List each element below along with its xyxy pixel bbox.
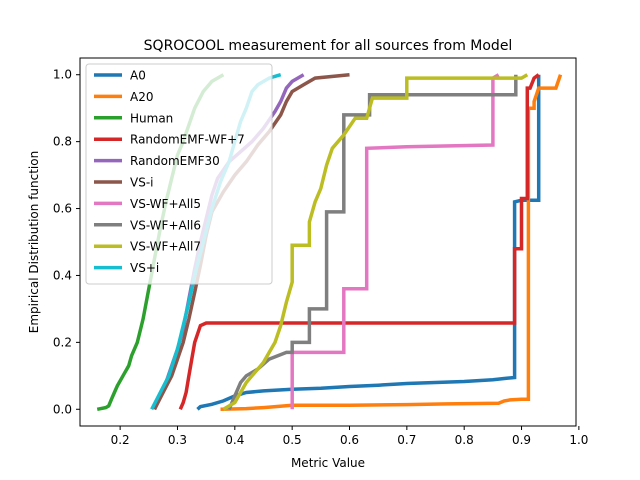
y-tick-label: 0.8 bbox=[53, 135, 72, 149]
x-axis: 0.2 0.3 0.4 0.5 0.6 0.7 0.8 0.9 1.0 bbox=[111, 426, 588, 447]
x-tick-label: 0.5 bbox=[283, 433, 302, 447]
y-axis-label: Empirical Distribution function bbox=[27, 151, 41, 333]
legend-label: Human bbox=[130, 111, 173, 125]
legend-label: VS-WF+All6 bbox=[130, 218, 201, 232]
legend-label: VS-WF+All7 bbox=[130, 240, 201, 254]
legend-label: A20 bbox=[130, 90, 153, 104]
series-line-a20 bbox=[220, 74, 563, 412]
legend-label: RandomEMF-WF+7 bbox=[130, 133, 245, 147]
legend-label: A0 bbox=[130, 69, 146, 83]
x-tick-label: 0.6 bbox=[340, 433, 359, 447]
y-axis: 0.0 0.2 0.4 0.6 0.8 1.0 bbox=[53, 68, 80, 416]
y-tick-label: 0.0 bbox=[53, 402, 72, 416]
legend-label: RandomEMF30 bbox=[130, 154, 220, 168]
legend-box bbox=[85, 63, 273, 285]
legend-label: VS-i bbox=[130, 176, 154, 190]
plot-area-frame bbox=[79, 57, 577, 427]
x-tick-label: 0.8 bbox=[455, 433, 474, 447]
y-tick-label: 0.6 bbox=[53, 202, 72, 216]
series-line-randomemf-wf-7 bbox=[178, 73, 540, 410]
series-line-vs-wf-all6 bbox=[227, 74, 518, 410]
series-line-vs-wf-all7 bbox=[222, 73, 529, 411]
y-tick-label: 0.2 bbox=[53, 335, 72, 349]
x-tick-label: 0.3 bbox=[168, 433, 187, 447]
y-tick-label: 1.0 bbox=[53, 68, 72, 82]
x-axis-label: Metric Value bbox=[291, 456, 365, 470]
x-tick-label: 0.9 bbox=[512, 433, 531, 447]
legend-label: VS-WF+All5 bbox=[130, 197, 201, 211]
x-tick-label: 1.0 bbox=[569, 433, 588, 447]
series-line-vs-wf-all5 bbox=[290, 73, 500, 410]
y-tick-label: 0.4 bbox=[53, 268, 72, 282]
chart-title: SQROCOOL measurement for all sources fro… bbox=[144, 38, 513, 54]
x-tick-label: 0.2 bbox=[111, 433, 130, 447]
legend-label: VS+i bbox=[130, 261, 159, 275]
legend: A0 A20 Human RandomEMF-WF+7 RandomEMF30 VS-i V… bbox=[85, 63, 273, 285]
x-tick-label: 0.4 bbox=[225, 433, 244, 447]
x-tick-label: 0.7 bbox=[397, 433, 416, 447]
